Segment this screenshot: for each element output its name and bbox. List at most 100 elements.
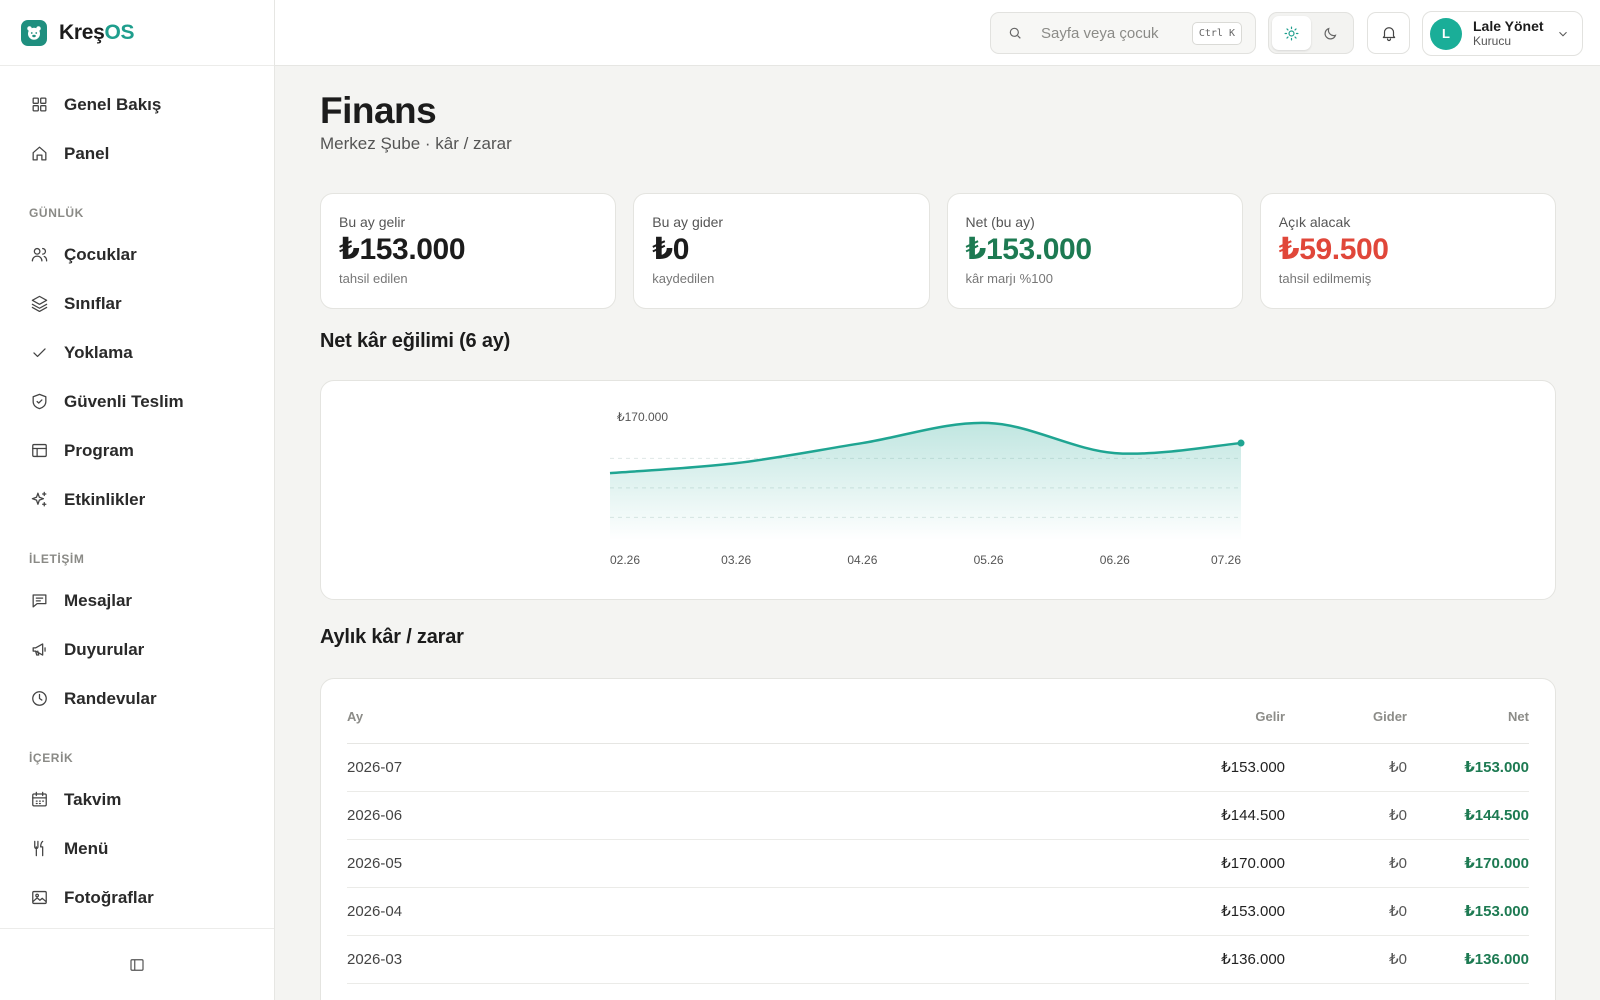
- chart-area: [610, 422, 1241, 541]
- cell-gelir: ₺144.500: [1165, 791, 1285, 840]
- sidebar-item-randevular[interactable]: Randevular: [0, 674, 274, 723]
- theme-dark-button[interactable]: [1311, 16, 1350, 50]
- sidebar-item-etkinlikler[interactable]: Etkinlikler: [0, 475, 274, 524]
- table-icon: [32, 443, 47, 458]
- table-header-row: Ay Gelir Gider Net: [347, 679, 1529, 744]
- image-icon: [32, 890, 47, 905]
- cell-ay: 2026-06: [347, 791, 1165, 840]
- search-input[interactable]: [1041, 24, 1186, 42]
- nav-section-gunluk: GÜNLÜK: [29, 206, 84, 220]
- clock-icon: [32, 691, 47, 706]
- net-profit-chart-card: ₺170.000 02.26 03.26 04.26 05.26 06.26 07.26: [320, 380, 1556, 600]
- home-icon: [32, 146, 47, 161]
- sidebar-item-fotograflar[interactable]: Fotoğraflar: [0, 873, 274, 922]
- shield-icon: [32, 393, 47, 410]
- sidebar-item-label: Panel: [64, 143, 110, 163]
- user-role: Kurucu: [1473, 34, 1512, 48]
- kpi-card-acik-alacak: Açık alacak ₺59.500 tahsil edilmemiş: [1259, 193, 1556, 309]
- cell-gelir: ₺153.000: [1165, 743, 1285, 792]
- cell-gider: ₺0: [1285, 935, 1407, 984]
- table-row: 2026-03 ₺136.000 ₺0 ₺136.000: [347, 935, 1529, 984]
- chart-x-tick-label: 07.26: [1211, 553, 1241, 567]
- user-info: Lale Yönet Kurucu: [1473, 18, 1544, 49]
- kpi-card-gider: Bu ay gider ₺0 kaydedilen: [633, 193, 930, 309]
- bell-icon: [1382, 27, 1395, 42]
- net-profit-chart: ₺170.000 02.26 03.26 04.26 05.26 06.26 07.26: [609, 410, 1245, 567]
- sidebar-item-guvenli-teslim[interactable]: Güvenli Teslim: [0, 377, 274, 426]
- cell-ay: 2026-07: [347, 743, 1165, 792]
- table-section-title: Aylık kâr / zarar: [320, 626, 464, 648]
- sidebar-nav: Genel Bakış Panel GÜNLÜK Çocuklar Sınıfl…: [0, 66, 274, 922]
- chevron-down-icon: [1559, 31, 1567, 36]
- cell-ay: 2026-05: [347, 839, 1165, 888]
- brand-name-prefix: Kreş: [59, 20, 105, 44]
- sidebar-item-label: Sınıflar: [64, 293, 122, 313]
- kpi-label: Bu ay gider: [652, 214, 724, 230]
- table-row: 2026-06 ₺144.500 ₺0 ₺144.500: [347, 791, 1529, 840]
- calendar-icon: [32, 791, 47, 807]
- chart-x-ticks: 02.26 03.26 04.26 05.26 06.26 07.26: [610, 553, 1241, 567]
- kpi-label: Bu ay gelir: [339, 214, 406, 230]
- kpi-label: Açık alacak: [1278, 214, 1351, 230]
- sidebar-item-panel[interactable]: Panel: [0, 129, 274, 178]
- sidebar-item-label: Duyurular: [64, 639, 145, 659]
- cell-gelir: ₺136.000: [1165, 935, 1285, 984]
- sidebar-item-yoklama[interactable]: Yoklama: [0, 328, 274, 377]
- sidebar-item-label: Genel Bakış: [64, 94, 162, 114]
- cell-net: ₺153.000: [1407, 887, 1529, 936]
- sidebar-footer: [0, 928, 274, 1000]
- chart-x-tick-label: 02.26: [610, 553, 640, 567]
- chart-section-title: Net kâr eğilimi (6 ay): [320, 330, 511, 352]
- kpi-row: Bu ay gelir ₺153.000 tahsil edilen Bu ay…: [320, 193, 1556, 309]
- cell-net: ₺153.000: [1407, 743, 1529, 792]
- kpi-value: ₺153.000: [965, 233, 1093, 266]
- brand-name-suffix: OS: [104, 20, 135, 44]
- sidebar-item-cocuklar[interactable]: Çocuklar: [0, 230, 274, 279]
- sidebar: KreşOS Genel Bakış Panel GÜNLÜK Çocuklar…: [0, 0, 275, 1000]
- chart-x-tick-label: 04.26: [847, 553, 877, 567]
- table-row: 2026-04 ₺153.000 ₺0 ₺153.000: [347, 887, 1529, 936]
- cell-gider: ₺0: [1285, 791, 1407, 840]
- sidebar-item-takvim[interactable]: Takvim: [0, 775, 274, 824]
- column-header-ay[interactable]: Ay: [347, 679, 1165, 744]
- search-box[interactable]: Ctrl K: [990, 12, 1256, 54]
- brand[interactable]: KreşOS: [0, 0, 274, 66]
- sidebar-item-menu[interactable]: Menü: [0, 824, 274, 873]
- sparkles-icon: [31, 491, 47, 507]
- chart-line: [609, 421, 1242, 475]
- kpi-hint: tahsil edilmemiş: [1278, 271, 1372, 286]
- sidebar-item-label: Fotoğraflar: [64, 887, 154, 907]
- nav-section-iletisim: İLETİŞİM: [29, 552, 85, 566]
- check-icon: [33, 348, 46, 358]
- column-header-gelir[interactable]: Gelir: [1165, 679, 1285, 744]
- cell-gelir: ₺153.000: [1165, 887, 1285, 936]
- column-header-net[interactable]: Net: [1407, 679, 1529, 744]
- topbar: Ctrl K L Lale Yönet Kurucu: [275, 0, 1600, 66]
- theme-light-button[interactable]: [1272, 16, 1311, 50]
- grid-icon: [32, 97, 47, 112]
- sidebar-item-siniflar[interactable]: Sınıflar: [0, 279, 274, 328]
- column-header-gider[interactable]: Gider: [1285, 679, 1407, 744]
- sidebar-item-program[interactable]: Program: [0, 426, 274, 475]
- chart-max-label: ₺170.000: [617, 410, 668, 424]
- kpi-hint: kaydedilen: [652, 271, 715, 286]
- chart-x-tick-label: 06.26: [1100, 553, 1130, 567]
- monthly-pl-table: Ay Gelir Gider Net 2026-07 ₺153.000 ₺0 ₺…: [347, 679, 1529, 984]
- sidebar-item-label: Randevular: [64, 688, 157, 708]
- search-icon: [1009, 27, 1021, 39]
- sidebar-collapse-icon[interactable]: [128, 956, 146, 974]
- sidebar-item-duyurular[interactable]: Duyurular: [0, 625, 274, 674]
- user-menu[interactable]: L Lale Yönet Kurucu: [1422, 11, 1583, 56]
- avatar: L: [1430, 17, 1462, 50]
- cell-ay: 2026-04: [347, 887, 1165, 936]
- sidebar-item-mesajlar[interactable]: Mesajlar: [0, 576, 274, 625]
- sun-icon: [1284, 26, 1299, 40]
- cell-gider: ₺0: [1285, 839, 1407, 888]
- cell-gider: ₺0: [1285, 887, 1407, 936]
- search-shortcut: Ctrl K: [1191, 21, 1242, 45]
- message-icon: [32, 594, 47, 608]
- layers-icon: [31, 295, 48, 313]
- kpi-value: ₺0: [652, 233, 690, 266]
- notifications-button[interactable]: [1367, 12, 1410, 54]
- sidebar-item-genel-bakis[interactable]: Genel Bakış: [0, 80, 274, 129]
